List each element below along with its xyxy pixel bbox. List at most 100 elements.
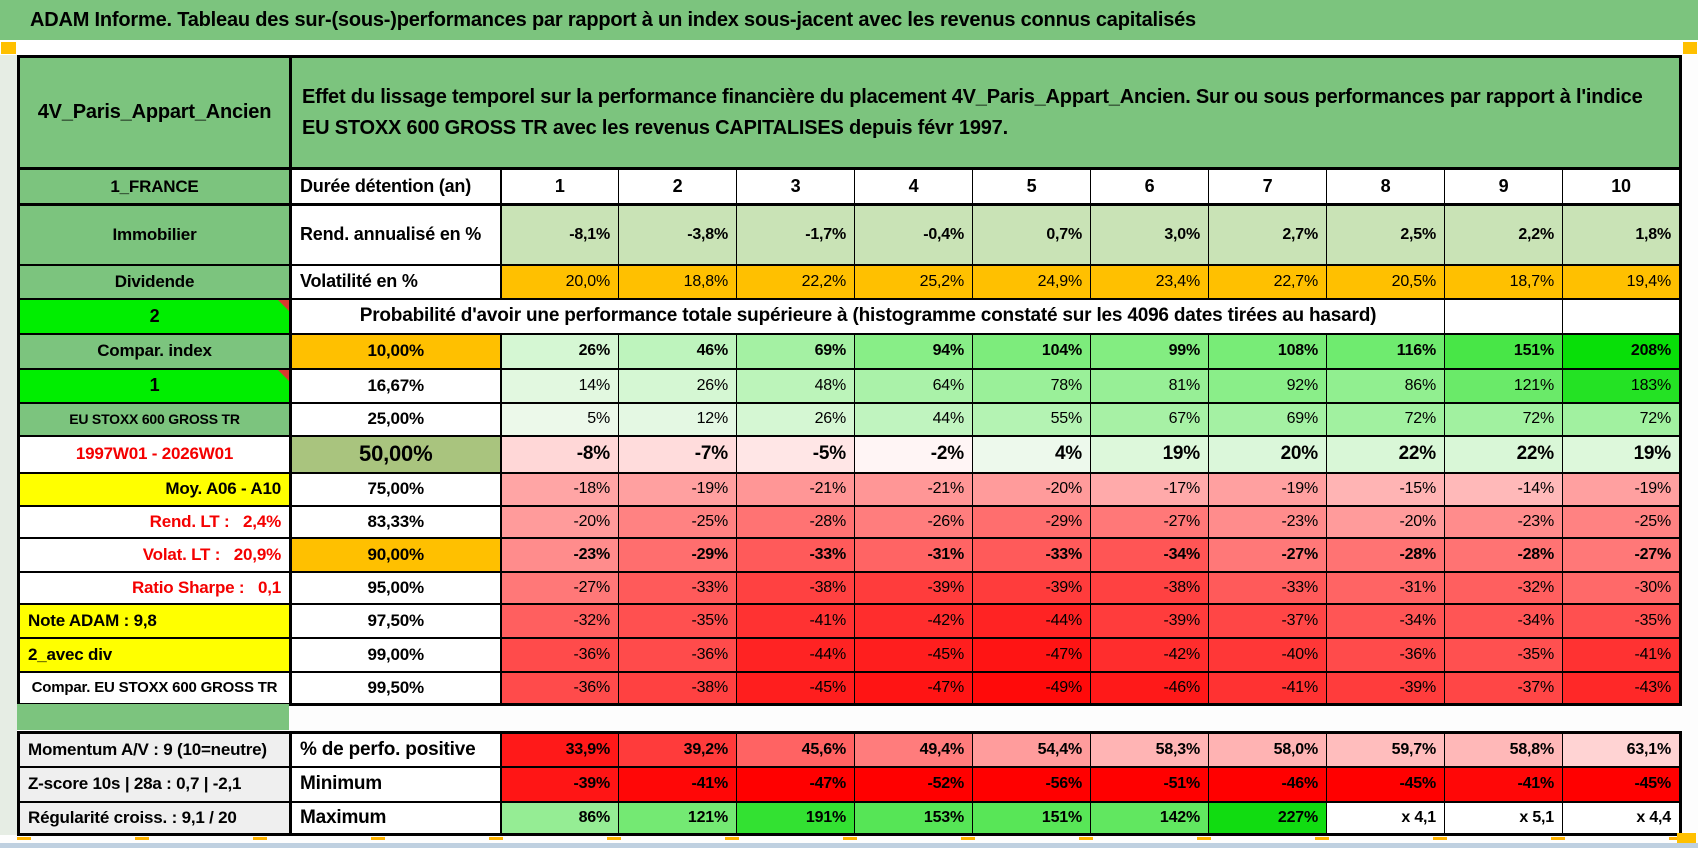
data-cell[interactable]: -23% [500,537,619,573]
data-cell[interactable]: 0,7% [972,204,1091,266]
empty-cell[interactable] [1444,298,1563,335]
data-cell[interactable]: 19% [1562,435,1681,474]
data-cell[interactable]: 92% [1208,368,1327,404]
data-cell[interactable]: -32% [500,603,619,639]
row-label-cell[interactable]: Note ADAM : 9,8 [18,603,292,639]
data-cell[interactable]: -37% [1208,603,1327,639]
data-cell[interactable]: -15% [1326,472,1445,507]
data-cell[interactable]: 4% [972,435,1091,474]
data-cell[interactable]: -52% [854,766,973,803]
threshold-cell[interactable]: Durée détention (an) [290,168,502,206]
row-label-cell[interactable]: Compar. EU STOXX 600 GROSS TR [18,671,292,706]
data-cell[interactable]: 78% [972,368,1091,404]
data-cell[interactable]: -21% [854,472,973,507]
data-cell[interactable]: -29% [618,537,737,573]
data-cell[interactable]: -36% [1326,637,1445,673]
data-cell[interactable]: 18,8% [618,264,737,300]
data-cell[interactable]: -33% [972,537,1091,573]
data-cell[interactable]: -29% [972,505,1091,539]
data-cell[interactable]: -32% [1444,571,1563,605]
data-cell[interactable]: 116% [1326,333,1445,370]
data-cell[interactable]: -36% [500,671,619,706]
data-cell[interactable]: -49% [972,671,1091,706]
data-cell[interactable]: -18% [500,472,619,507]
data-cell[interactable]: -23% [1208,505,1327,539]
data-cell[interactable]: -5% [736,435,855,474]
data-cell[interactable]: -38% [618,671,737,706]
data-cell[interactable]: -34% [1090,537,1209,573]
data-cell[interactable]: -36% [618,637,737,673]
data-cell[interactable]: x 5,1 [1444,801,1563,836]
threshold-cell[interactable]: 97,50% [290,603,502,639]
data-cell[interactable]: 58,3% [1090,732,1209,768]
data-cell[interactable]: -45% [736,671,855,706]
data-cell[interactable]: -27% [1208,537,1327,573]
data-cell[interactable]: -37% [1444,671,1563,706]
data-cell[interactable]: 49,4% [854,732,973,768]
data-cell[interactable]: 2,5% [1326,204,1445,266]
data-cell[interactable]: 121% [618,801,737,836]
data-cell[interactable]: 67% [1090,402,1209,437]
data-cell[interactable]: -38% [1090,571,1209,605]
data-cell[interactable]: 54,4% [972,732,1091,768]
data-cell[interactable]: 142% [1090,801,1209,836]
data-cell[interactable]: -20% [500,505,619,539]
data-cell[interactable]: 72% [1444,402,1563,437]
data-cell[interactable]: 69% [736,333,855,370]
data-cell[interactable]: 69% [1208,402,1327,437]
data-cell[interactable]: -31% [854,537,973,573]
data-cell[interactable]: -28% [736,505,855,539]
data-cell[interactable]: 22,2% [736,264,855,300]
data-cell[interactable]: -27% [1562,537,1681,573]
data-cell[interactable]: -47% [972,637,1091,673]
data-cell[interactable]: -46% [1090,671,1209,706]
data-cell[interactable]: 26% [736,402,855,437]
data-cell[interactable]: 72% [1562,402,1681,437]
data-cell[interactable]: -41% [736,603,855,639]
placement-name-cell[interactable]: 4V_Paris_Appart_Ancien [18,56,292,170]
year-header-cell[interactable]: 2 [618,168,737,206]
data-cell[interactable]: -20% [972,472,1091,507]
description-cell[interactable]: Effet du lissage temporel sur la perform… [290,56,1681,170]
data-cell[interactable]: 2,2% [1444,204,1563,266]
data-cell[interactable]: 33,9% [500,732,619,768]
data-cell[interactable]: -34% [1444,603,1563,639]
data-cell[interactable]: 55% [972,402,1091,437]
data-cell[interactable]: 64% [854,368,973,404]
data-cell[interactable]: 22,7% [1208,264,1327,300]
stat-label-cell[interactable]: Z-score 10s | 28a : 0,7 | -2,1 [18,766,292,803]
data-cell[interactable]: -45% [854,637,973,673]
data-cell[interactable]: 81% [1090,368,1209,404]
data-cell[interactable]: -21% [736,472,855,507]
data-cell[interactable]: -38% [736,571,855,605]
row-label-cell[interactable]: EU STOXX 600 GROSS TR [18,402,292,437]
threshold-cell[interactable]: 25,00% [290,402,502,437]
data-cell[interactable]: -28% [1326,537,1445,573]
data-cell[interactable]: -25% [1562,505,1681,539]
data-cell[interactable]: -0,4% [854,204,973,266]
data-cell[interactable]: 151% [972,801,1091,836]
data-cell[interactable]: 3,0% [1090,204,1209,266]
threshold-cell[interactable]: 16,67% [290,368,502,404]
data-cell[interactable]: -56% [972,766,1091,803]
data-cell[interactable]: -35% [1562,603,1681,639]
data-cell[interactable]: -39% [854,571,973,605]
row-label-cell[interactable]: Ratio Sharpe : 0,1 [18,571,292,605]
data-cell[interactable]: -45% [1562,766,1681,803]
data-cell[interactable]: 19% [1090,435,1209,474]
data-cell[interactable]: 121% [1444,368,1563,404]
data-cell[interactable]: -23% [1444,505,1563,539]
row-label-cell[interactable]: 1997W01 - 2026W01 [18,435,292,474]
year-header-cell[interactable]: 9 [1444,168,1563,206]
data-cell[interactable]: 183% [1562,368,1681,404]
row-label-cell[interactable]: 2 [18,298,292,335]
row-label-cell[interactable]: 1 [18,368,292,404]
data-cell[interactable]: -14% [1444,472,1563,507]
row-label-cell[interactable]: Moy. A06 - A10 [18,472,292,507]
data-cell[interactable]: 12% [618,402,737,437]
data-cell[interactable]: -34% [1326,603,1445,639]
data-cell[interactable]: 23,4% [1090,264,1209,300]
data-cell[interactable]: 208% [1562,333,1681,370]
data-cell[interactable]: -36% [500,637,619,673]
data-cell[interactable]: -2% [854,435,973,474]
